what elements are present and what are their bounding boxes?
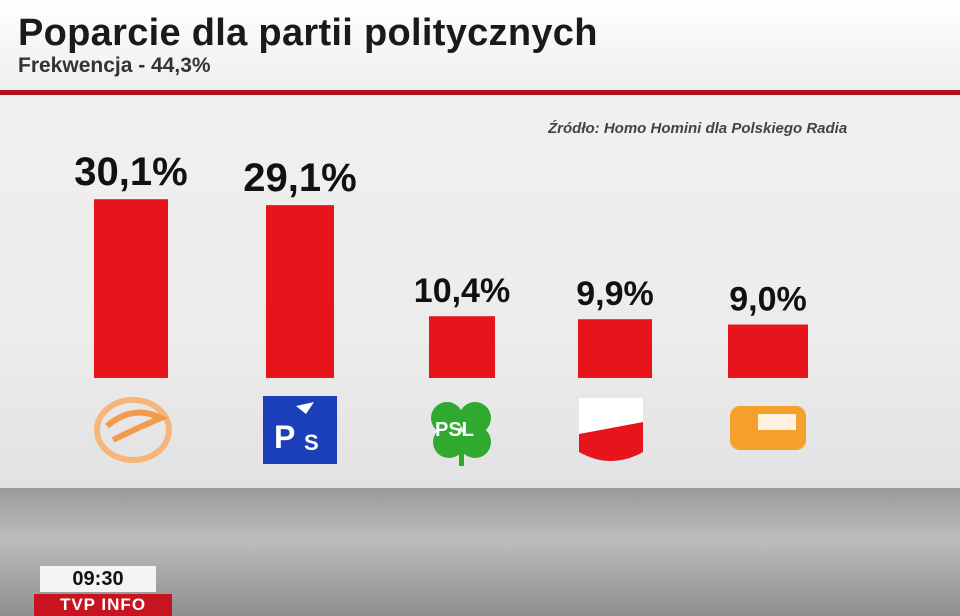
bar-po [94,199,168,378]
value-label-ruch-palikota: 9,0% [729,281,807,319]
svg-text:S: S [304,430,319,455]
bar-ruch-palikota [728,324,808,378]
title-band [0,0,960,96]
value-labels-group: 30,1% 29,1% 10,4% 9,9% 9,0% [74,150,806,318]
po-logo-icon [94,397,172,463]
bar-pis [266,205,334,378]
broadcast-clock: 09:30 [40,566,156,592]
bar-sld [578,319,652,378]
value-label-sld: 9,9% [576,275,654,313]
source-note: Źródło: Homo Homini dla Polskiego Radia [548,120,848,137]
channel-logo: TVP INFO [34,594,172,616]
bar-psl [429,316,495,378]
svg-text:PSL: PSL [435,419,474,441]
turnout-subtitle: Frekwencja - 44,3% [18,54,211,77]
bar-chart: 30,1% 29,1% 10,4% 9,9% 9,0% P S PSL [74,150,808,466]
chart-title: Poparcie dla partii politycznych [18,12,598,54]
sld-logo-icon [579,398,643,461]
party-logos-group: P S PSL [94,396,806,466]
svg-text:P: P [274,419,295,455]
value-label-psl: 10,4% [414,272,510,310]
psl-logo-icon: PSL [431,402,491,466]
bars-group [94,199,808,378]
ruch-palikota-logo-icon [730,406,806,450]
pis-logo-icon: P S [263,396,337,464]
value-label-pis: 29,1% [243,156,356,200]
value-label-po: 30,1% [74,150,187,194]
header-divider [0,90,960,95]
